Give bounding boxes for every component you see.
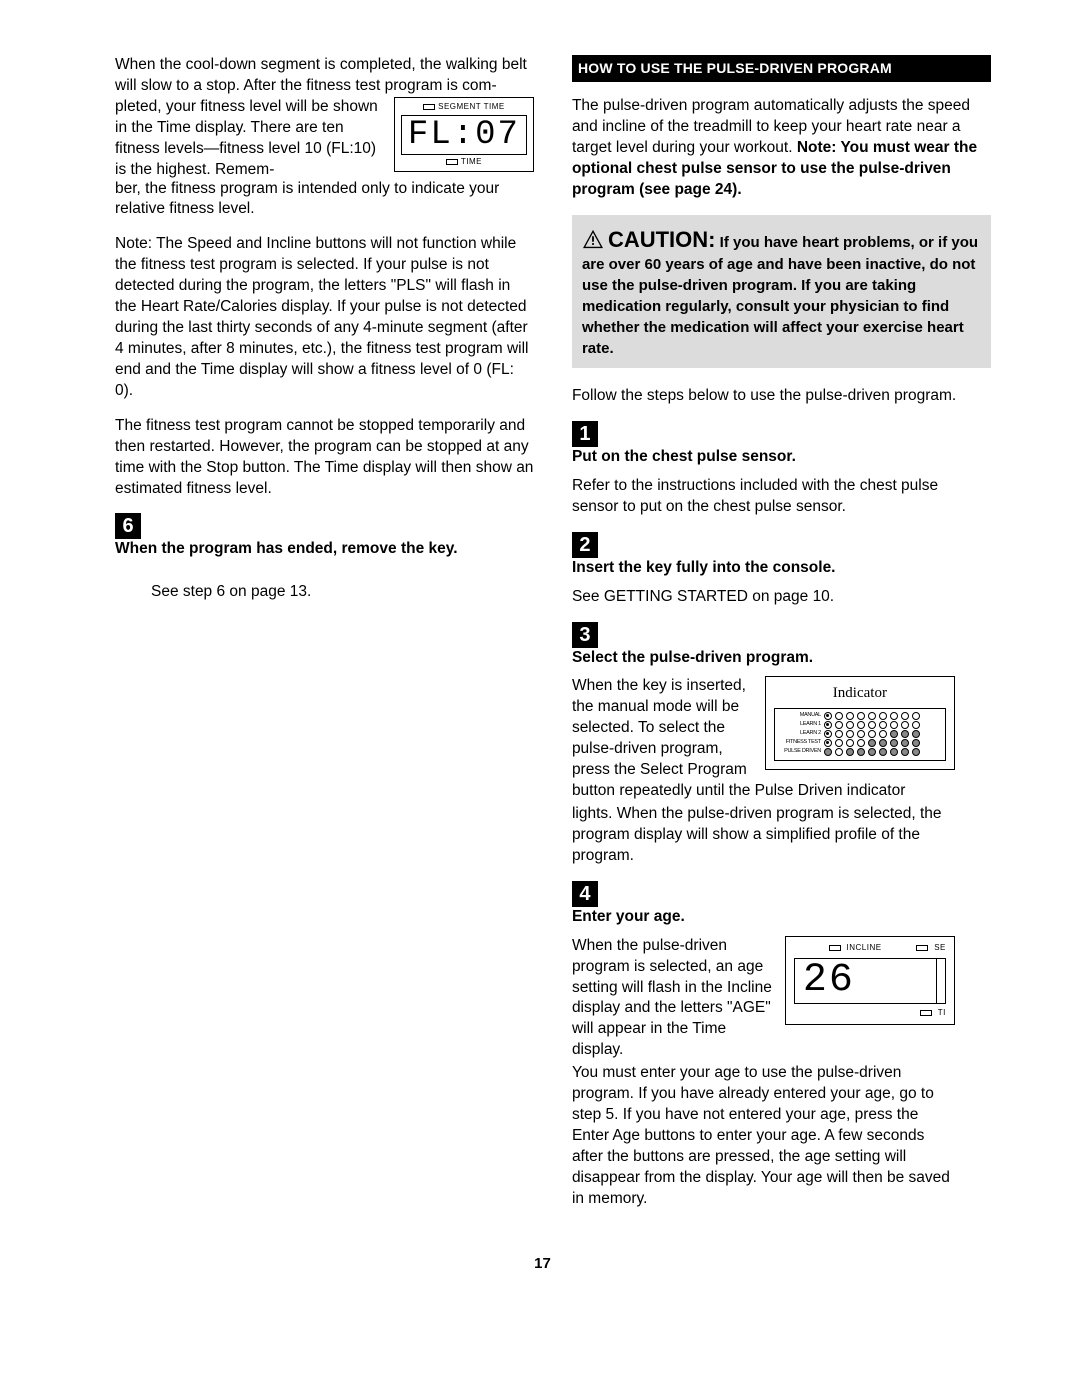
indicator-label: LEARN 1 (779, 721, 821, 728)
step-2: 2 Insert the key fully into the console.… (572, 532, 991, 608)
step-1-text: Refer to the instructions included with … (572, 476, 955, 518)
step-4-body: INCLINE SE 26 TI When the pulse-driven p… (572, 936, 955, 1062)
indicator-label: PULSE DRIVEN (779, 748, 821, 755)
left-column: When the cool-down segment is completed,… (115, 55, 534, 1224)
lcd-segment-time: SEGMENT TIME FL:07 TIME (394, 97, 534, 173)
indicator-label: LEARN 2 (779, 730, 821, 737)
step-1-number: 1 (572, 421, 598, 447)
para-note-speed-incline: Note: The Speed and Incline buttons will… (115, 234, 534, 401)
lcd-fitness-value: FL:07 (401, 115, 527, 155)
indicator-row-learn2: LEARN 2 (779, 730, 941, 738)
caution-box: CAUTION: If you have heart problems, or … (572, 215, 991, 369)
step-3-number: 3 (572, 622, 598, 648)
caution-title: CAUTION: (608, 227, 716, 252)
indicator-row-manual: MANUAL (779, 712, 941, 720)
indicator-row-fitness: FITNESS TEST (779, 739, 941, 747)
warning-icon (582, 229, 604, 256)
indicator-label: FITNESS TEST (779, 739, 821, 746)
rect-icon (446, 159, 458, 165)
step-4-text-post: You must enter your age to use the pulse… (572, 1063, 955, 1209)
step-4-title: Enter your age. (572, 907, 955, 928)
step-3: 3 Select the pulse-driven program. Indic… (572, 622, 991, 867)
para-cooldown-intro: When the cool-down segment is completed,… (115, 55, 534, 97)
indicator-row-learn1: LEARN 1 (779, 721, 941, 729)
rect-icon (916, 945, 928, 951)
step-4-text-pre: When the pulse-driven program is selecte… (572, 937, 772, 1059)
para-intro: The pulse-driven program automatically a… (572, 96, 991, 201)
step-4-number: 4 (572, 881, 598, 907)
para-cannot-stop: The fitness test program cannot be stopp… (115, 416, 534, 500)
step-3-text-post: lights. When the pulse-driven program is… (572, 804, 955, 867)
para-fitness-level-wrap: pleted, your fitness level will be shown… (115, 98, 378, 178)
indicator-row-pulse: PULSE DRIVEN (779, 748, 941, 756)
step-2-text: See GETTING STARTED on page 10. (572, 587, 955, 608)
para-follow-steps: Follow the steps below to use the pulse-… (572, 386, 991, 407)
lcd-top-label: SEGMENT TIME (401, 102, 527, 113)
step-6-number: 6 (115, 513, 141, 539)
rect-icon (920, 1010, 932, 1016)
incline-label-right: SE (934, 943, 946, 954)
incline-top-labels: INCLINE SE (794, 943, 946, 954)
step-1-title: Put on the chest pulse sensor. (572, 447, 955, 468)
lcd-bot-label: TIME (401, 157, 527, 168)
indicator-panel: MANUAL LEARN 1 LEARN 2 (774, 708, 946, 761)
step-3-body: Indicator MANUAL LEARN 1 LEARN (572, 676, 955, 802)
lcd-top-label-text: SEGMENT TIME (438, 102, 505, 111)
step-6-text: See step 6 on page 13. (151, 582, 534, 603)
indicator-diagram: Indicator MANUAL LEARN 1 LEARN (765, 676, 955, 769)
page-columns: When the cool-down segment is completed,… (115, 55, 970, 1224)
step-6: 6 When the program has ended, remove the… (115, 513, 534, 568)
step-2-number: 2 (572, 532, 598, 558)
incline-value: 26 (803, 959, 855, 1003)
caution-body: If you have heart problems, or if you ar… (582, 234, 978, 358)
lcd-bot-label-text: TIME (461, 157, 482, 166)
indicator-title: Indicator (774, 683, 946, 703)
incline-label-left: INCLINE (847, 943, 882, 954)
incline-bot-labels: TI (794, 1008, 946, 1019)
indicator-label: MANUAL (779, 712, 821, 719)
right-column: HOW TO USE THE PULSE-DRIVEN PROGRAM The … (572, 55, 991, 1224)
step-1: 1 Put on the chest pulse sensor. Refer t… (572, 421, 991, 518)
step-6-title: When the program has ended, remove the k… (115, 539, 498, 560)
step-4: 4 Enter your age. INCLINE SE 26 (572, 881, 991, 1210)
incline-bot-right: TI (938, 1008, 946, 1019)
incline-lcd-value: 26 (794, 958, 946, 1004)
incline-lcd-diagram: INCLINE SE 26 TI (785, 936, 955, 1026)
rect-icon (423, 104, 435, 110)
para-with-lcd: SEGMENT TIME FL:07 TIME pleted, your fit… (115, 97, 534, 181)
section-header-pulse: HOW TO USE THE PULSE-DRIVEN PROGRAM (572, 55, 991, 82)
rect-icon (829, 945, 841, 951)
step-2-title: Insert the key fully into the console. (572, 558, 955, 579)
step-3-title: Select the pulse-driven program. (572, 648, 955, 669)
para-fitness-level-post: ber, the fitness program is intended onl… (115, 179, 534, 221)
page-number: 17 (115, 1254, 970, 1274)
